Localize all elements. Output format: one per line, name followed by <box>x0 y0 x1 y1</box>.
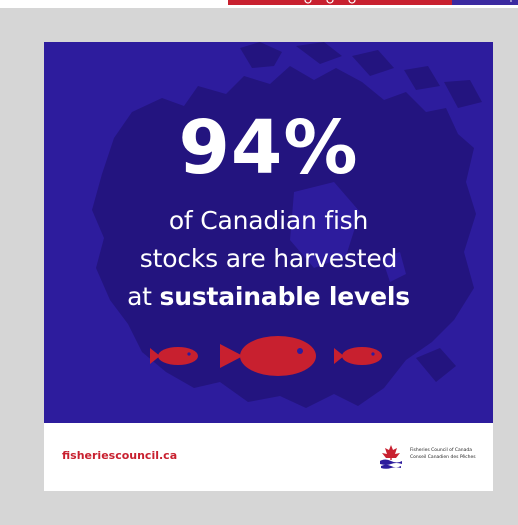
statement-line-2: stocks are harvested <box>139 244 398 273</box>
small-fish-icon <box>334 347 382 365</box>
canada-map-icon <box>92 42 482 408</box>
fish-row <box>150 336 382 376</box>
banner-decorative-icons <box>304 0 356 4</box>
top-banner: imp <box>228 0 518 5</box>
small-fish-icon <box>150 347 198 365</box>
maple-leaf-waves-logo-icon <box>380 445 402 469</box>
organization-name-french: Conseil Canadien des Pêches <box>410 455 476 460</box>
hero-panel: 94% of Canadian fish stocks are harveste… <box>44 42 493 423</box>
statement-emphasis: sustainable levels <box>159 282 411 311</box>
organization-name-english: Fisheries Council of Canada <box>410 448 473 453</box>
statement-line-3: at sustainable levels <box>44 280 493 314</box>
banner-dark-segment <box>452 0 518 5</box>
organization-name: Fisheries Council of Canada Conseil Cana… <box>410 447 490 461</box>
website-link[interactable]: fisheriescouncil.ca <box>62 449 178 462</box>
card-footer: fisheriescouncil.ca Fisheries Council of… <box>44 423 493 491</box>
large-fish-icon <box>220 336 316 376</box>
statement-line-1: of Canadian fish <box>168 206 369 235</box>
hero-text-block: 94% of Canadian fish stocks are harveste… <box>44 42 493 423</box>
statistic-headline: 94% <box>178 105 359 191</box>
statement-line-3-prefix: at <box>127 282 160 311</box>
infographic-card: 94% of Canadian fish stocks are harveste… <box>44 42 493 491</box>
banner-text: imp <box>497 0 516 3</box>
